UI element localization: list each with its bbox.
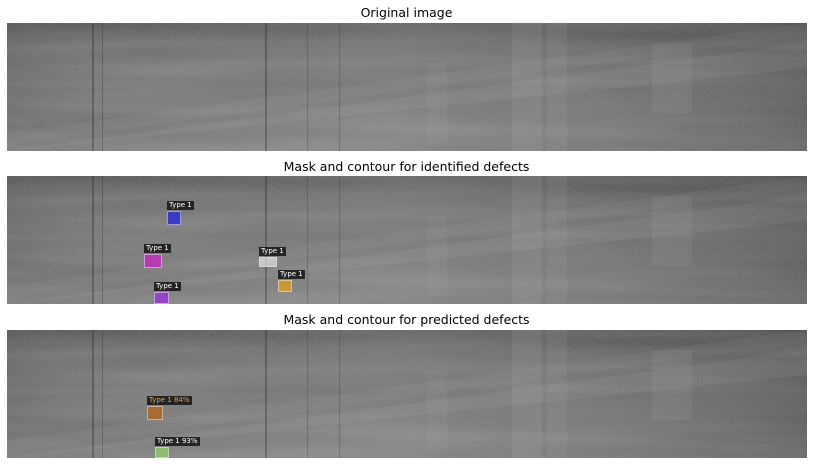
original-image-panel [7,23,807,151]
defect-mask [155,447,169,458]
defect-mask [167,211,181,225]
defect-label: Type 1 [154,282,181,291]
steel-surface-image [7,330,807,458]
defect-label: Type 1 [259,247,286,256]
defect-label: Type 1 [278,270,305,279]
defect-mask [278,280,292,292]
defect-label: Type 1 [144,244,171,253]
defect-mask [147,406,163,420]
defect-marker: Type 1 [259,247,286,267]
defect-marker: Type 1 [167,201,194,225]
defect-label: Type 1 84% [147,396,192,405]
panel-title-predicted: Mask and contour for predicted defects [283,312,530,327]
steel-surface-image [7,176,807,304]
panel-title-identified: Mask and contour for identified defects [283,159,530,174]
defect-marker: Type 1 93% [155,437,200,458]
panel-title-original: Original image [360,5,453,20]
defect-label: Type 1 [167,201,194,210]
defect-marker: Type 1 [154,282,181,304]
defect-label: Type 1 93% [155,437,200,446]
defect-mask [144,254,162,268]
identified-defects-panel: Type 1 Type 1 Type 1 Type 1 Type 1 [7,176,807,304]
defect-marker: Type 1 [144,244,171,268]
defect-mask [154,292,169,304]
defect-marker: Type 1 [278,270,305,292]
defect-mask [259,257,277,267]
defect-marker: Type 1 84% [147,396,192,420]
predicted-defects-panel: Type 1 84% Type 1 93% [7,330,807,458]
steel-surface-image [7,23,807,151]
